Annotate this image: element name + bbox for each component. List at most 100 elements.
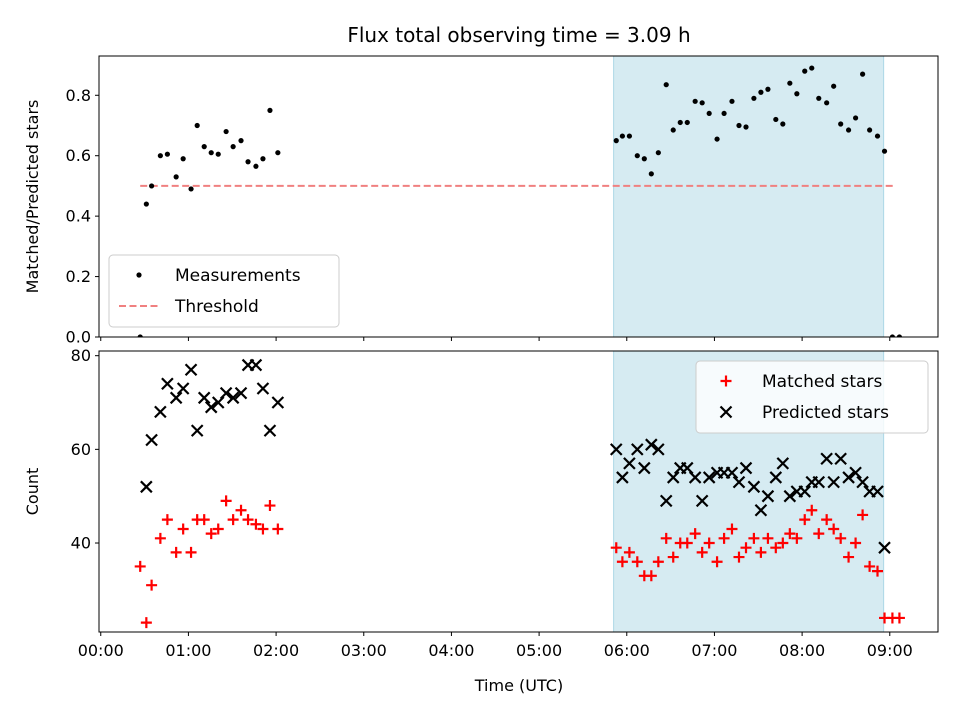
measurements-point <box>889 334 896 337</box>
measurements-point <box>860 71 866 77</box>
measurements-point <box>780 121 786 127</box>
matched-stars-point <box>631 556 643 568</box>
predicted-stars-point <box>169 391 183 405</box>
matched-stars-point <box>242 514 254 526</box>
predicted-stars-point <box>263 424 277 437</box>
axes-frame <box>98 350 939 633</box>
measurements-point <box>613 138 619 144</box>
measurements-point <box>677 119 683 126</box>
predicted-stars-point <box>812 475 826 489</box>
matched-stars-point <box>755 546 767 558</box>
predicted-stars-point <box>666 471 680 484</box>
measurements-point <box>137 334 143 337</box>
measurements-point <box>267 107 273 113</box>
measurements-point <box>670 127 676 133</box>
x-tick-label: 08:00 <box>779 641 825 660</box>
matched-stars-point <box>623 546 635 558</box>
predicted-stars-point <box>761 489 775 503</box>
matched-stars-point <box>813 528 825 540</box>
measurements-point <box>626 133 633 139</box>
legend-label: Threshold <box>174 297 259 317</box>
chart-title: Flux total observing time = 3.09 h <box>347 23 690 47</box>
matched-stars-point <box>864 560 876 572</box>
matched-stars-point <box>696 546 708 558</box>
measurements-point <box>253 163 259 169</box>
bottom-panel: 40 60 80 00:00 01:00 02:00 03:00 04:00 05:00 06:0… <box>23 346 939 660</box>
matched-stars-point <box>205 528 217 540</box>
measurements-point <box>765 86 771 92</box>
matched-stars-point <box>726 523 738 535</box>
measurements-point <box>794 91 800 97</box>
predicted-stars-point <box>834 452 847 465</box>
matched-stars-point <box>718 532 730 544</box>
predicted-stars-point <box>769 471 783 484</box>
predicted-stars-point <box>234 386 248 400</box>
measurements-point <box>230 144 236 150</box>
measurements-point <box>838 121 844 127</box>
y-axis-label: Count <box>23 468 42 516</box>
legend-label: Measurements <box>175 266 301 286</box>
matched-stars-point <box>857 509 869 521</box>
matched-stars-point <box>170 546 182 558</box>
matched-stars-point <box>257 523 269 535</box>
matched-stars-point <box>227 514 239 526</box>
matched-stars-point <box>770 542 782 554</box>
predicted-stars-point <box>652 443 665 456</box>
matched-stars-point <box>212 523 224 535</box>
matched-stars-point <box>821 514 833 526</box>
x-tick-label: 04:00 <box>428 641 474 660</box>
legend-box <box>695 360 929 434</box>
matched-stars-point <box>681 537 693 549</box>
predicted-stars-point <box>631 443 644 456</box>
matched-stars-point <box>762 532 774 544</box>
matched-stars-point <box>835 532 847 544</box>
predicted-stars-point <box>776 457 790 470</box>
measurements-point <box>896 334 903 337</box>
measurements-point <box>238 138 244 144</box>
predicted-stars-point <box>204 400 218 414</box>
matched-stars-point <box>198 514 210 526</box>
matched-stars-point <box>610 542 622 554</box>
measurements-point <box>881 148 888 154</box>
measurements-point <box>201 144 207 150</box>
predicted-stars-point <box>695 494 709 508</box>
matched-stars-point <box>799 514 811 526</box>
predicted-stars-point <box>820 452 833 465</box>
legend-marker <box>720 375 732 387</box>
predicted-stars-point <box>783 489 797 503</box>
y-tick-label: 60 <box>71 440 91 459</box>
top-panel: 0.0 0.2 0.4 0.6 0.8 Matched/Predicted stars Me… <box>23 55 939 347</box>
axes-frame <box>98 55 939 338</box>
matched-stars-point <box>154 532 166 544</box>
x-tick-label: 07:00 <box>691 641 737 660</box>
predicted-stars-point <box>659 494 673 508</box>
x-tick-label: 00:00 <box>78 641 124 660</box>
matched-stars-point <box>893 612 905 624</box>
measurements-point <box>867 127 873 133</box>
matched-stars-point <box>272 523 284 535</box>
measurements-point <box>275 150 281 156</box>
matched-stars-point <box>703 537 715 549</box>
x-axis-label: Time (UTC) <box>474 676 563 695</box>
measurements-point <box>692 98 698 104</box>
y-tick-label: 0.6 <box>66 146 91 165</box>
matched-stars-point <box>140 617 152 629</box>
measurements-point <box>787 80 793 86</box>
x-tick-label: 06:00 <box>604 641 650 660</box>
matched-stars-point <box>660 532 672 544</box>
measurements-point <box>816 95 822 101</box>
measurements-point <box>809 65 815 71</box>
x-tick-label: 02:00 <box>253 641 299 660</box>
measurements-point <box>194 122 200 129</box>
predicted-stars-point <box>140 480 153 494</box>
predicted-stars-point <box>176 382 190 395</box>
predicted-stars-point <box>197 391 211 405</box>
predicted-stars-point <box>856 475 869 489</box>
predicted-stars-point <box>878 541 891 554</box>
x-tick-label: 05:00 <box>516 641 562 660</box>
measurements-point <box>173 174 179 180</box>
measurements-point <box>260 156 266 162</box>
measurements-point <box>729 98 735 104</box>
measurements-point <box>619 133 625 139</box>
